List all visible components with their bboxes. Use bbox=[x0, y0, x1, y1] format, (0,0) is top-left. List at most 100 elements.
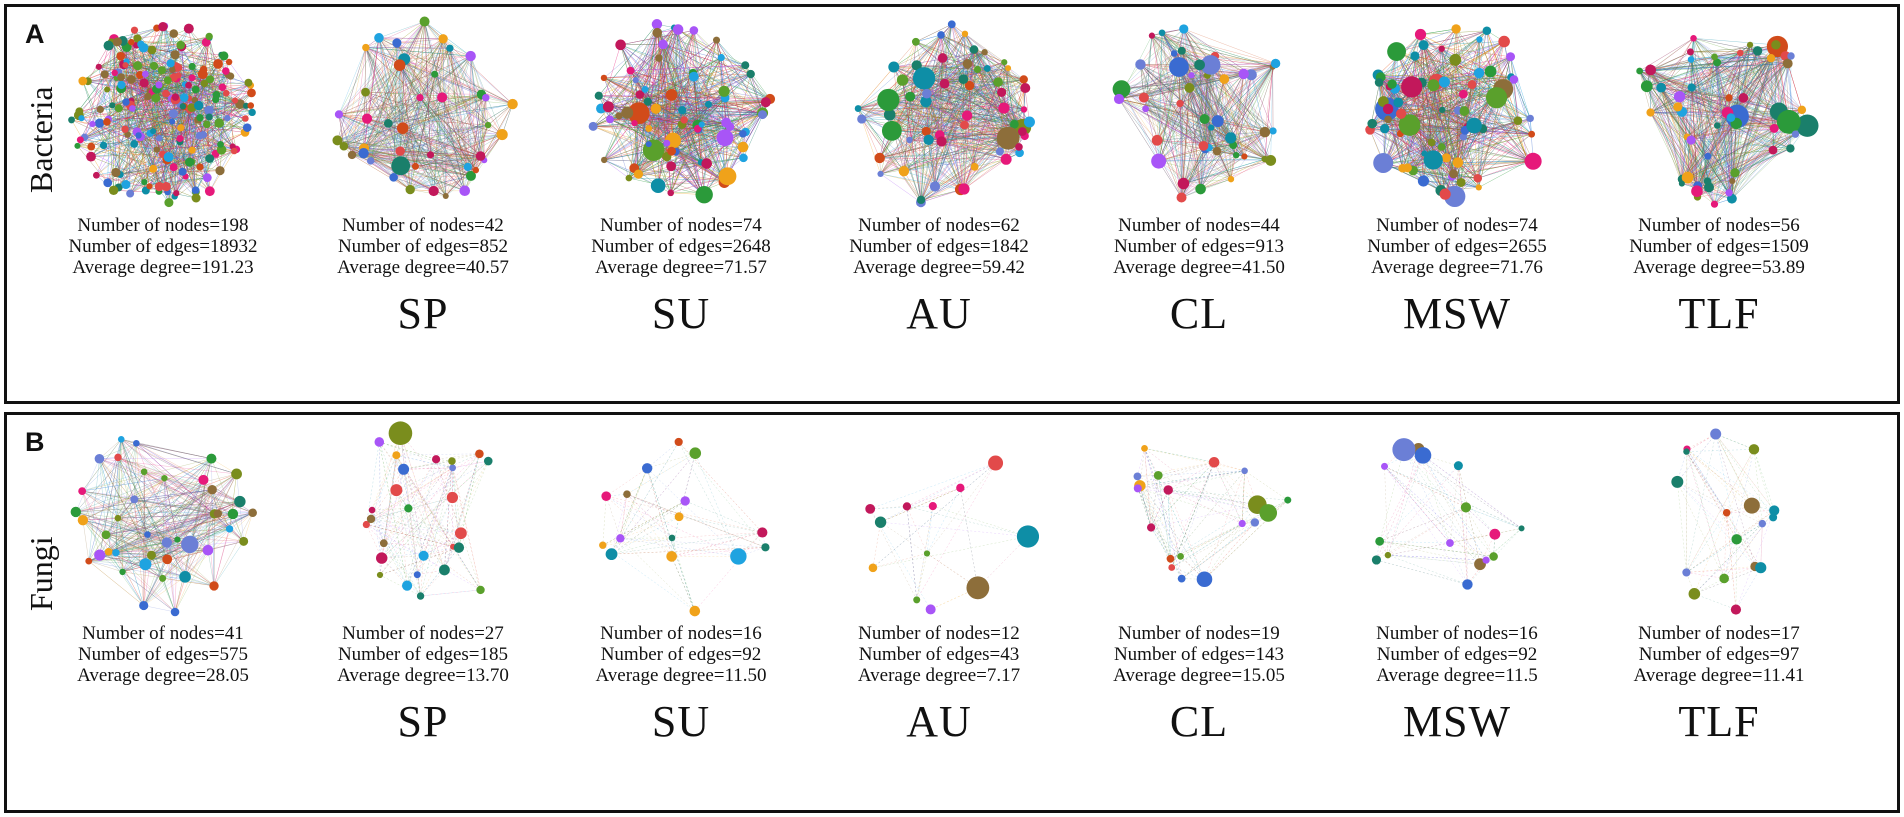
network-edge bbox=[337, 140, 431, 156]
network-edge bbox=[1200, 137, 1231, 190]
network-node bbox=[1015, 143, 1023, 151]
network-edge bbox=[903, 141, 942, 172]
network-edge bbox=[378, 37, 450, 49]
network-edge bbox=[903, 141, 942, 172]
network-edge bbox=[1189, 78, 1225, 89]
network-edge bbox=[1121, 28, 1184, 90]
network-edge bbox=[721, 57, 763, 115]
network-edge bbox=[338, 97, 421, 115]
network-node bbox=[68, 116, 75, 124]
network-edge bbox=[969, 61, 1005, 86]
network-node bbox=[78, 115, 85, 122]
network-edge bbox=[925, 49, 975, 102]
network-edge bbox=[603, 77, 763, 115]
network-edge bbox=[1183, 131, 1266, 184]
network-edge bbox=[1199, 64, 1206, 150]
network-edge bbox=[363, 48, 451, 149]
network-edge bbox=[470, 56, 481, 157]
network-edge bbox=[880, 49, 975, 175]
network-edge bbox=[929, 69, 978, 82]
network-edge bbox=[430, 154, 446, 197]
network-edge bbox=[967, 63, 1005, 109]
network-node bbox=[109, 102, 116, 109]
network-edge bbox=[108, 119, 121, 175]
network-edge bbox=[419, 38, 444, 98]
network-edge bbox=[891, 130, 975, 168]
network-edge bbox=[909, 63, 968, 141]
network-edge bbox=[370, 150, 401, 162]
network-node bbox=[111, 167, 121, 178]
network-edge bbox=[1191, 75, 1231, 139]
network-edge bbox=[424, 21, 431, 155]
network-edge bbox=[926, 93, 1023, 132]
network-edge bbox=[415, 74, 435, 167]
network-edge bbox=[351, 47, 367, 155]
network-edge bbox=[378, 37, 444, 40]
network-node bbox=[1020, 82, 1031, 93]
network-edge bbox=[974, 49, 1026, 89]
network-edge bbox=[366, 118, 465, 191]
network-node bbox=[75, 107, 84, 116]
network-edge bbox=[366, 118, 468, 168]
network-edge bbox=[366, 118, 401, 166]
network-edge bbox=[338, 114, 411, 190]
network-node bbox=[129, 105, 136, 112]
network-node bbox=[588, 121, 598, 131]
network-edge bbox=[940, 34, 1025, 110]
network-edge bbox=[159, 141, 181, 187]
network-edge bbox=[891, 130, 936, 187]
network-edge bbox=[940, 34, 964, 80]
network-node bbox=[395, 146, 405, 156]
network-edge bbox=[343, 59, 405, 147]
network-edge bbox=[415, 166, 468, 168]
network-node bbox=[214, 118, 224, 128]
network-edge bbox=[337, 103, 513, 141]
network-edge bbox=[445, 166, 469, 197]
network-node bbox=[112, 37, 122, 47]
network-edge bbox=[399, 65, 472, 177]
network-edge bbox=[1143, 64, 1211, 98]
network-edge bbox=[363, 134, 503, 154]
network-edge bbox=[942, 57, 968, 116]
network-node bbox=[122, 62, 129, 69]
network-node bbox=[713, 36, 721, 44]
network-edge bbox=[635, 32, 658, 81]
network-edge bbox=[441, 97, 489, 126]
network-edge bbox=[1204, 79, 1225, 150]
network-edge bbox=[1214, 56, 1245, 157]
network-edge bbox=[449, 48, 465, 191]
network-edge bbox=[366, 118, 472, 177]
network-edge bbox=[1183, 118, 1205, 184]
network-edge bbox=[879, 157, 965, 190]
network-edge bbox=[433, 38, 444, 192]
network-edge bbox=[364, 127, 403, 149]
network-edge bbox=[909, 139, 922, 200]
network-edge bbox=[434, 73, 482, 95]
network-edge bbox=[399, 65, 443, 98]
network-edge bbox=[449, 48, 489, 126]
network-node bbox=[218, 83, 227, 91]
network-edge bbox=[977, 69, 1023, 128]
network-edge bbox=[893, 66, 1002, 93]
network-edge bbox=[442, 38, 481, 157]
network-edge bbox=[378, 37, 513, 105]
network-edge bbox=[409, 74, 435, 190]
network-edge bbox=[194, 86, 223, 101]
network-edge bbox=[370, 160, 434, 192]
network-edge bbox=[926, 68, 988, 132]
network-edge bbox=[644, 32, 658, 90]
network-edge bbox=[424, 21, 431, 155]
network-edge bbox=[940, 34, 1024, 80]
network-edge bbox=[1230, 63, 1276, 139]
network-edge bbox=[365, 47, 403, 129]
network-edge bbox=[648, 32, 658, 129]
network-edge bbox=[1158, 137, 1231, 162]
network-edge bbox=[337, 140, 485, 161]
network-edge bbox=[338, 55, 471, 115]
network-edge bbox=[1181, 66, 1273, 198]
network-edge bbox=[338, 114, 481, 157]
network-edge bbox=[1158, 147, 1210, 162]
network-edge bbox=[1158, 154, 1237, 162]
site-label: SU bbox=[651, 289, 711, 338]
network-edge bbox=[1118, 87, 1190, 100]
